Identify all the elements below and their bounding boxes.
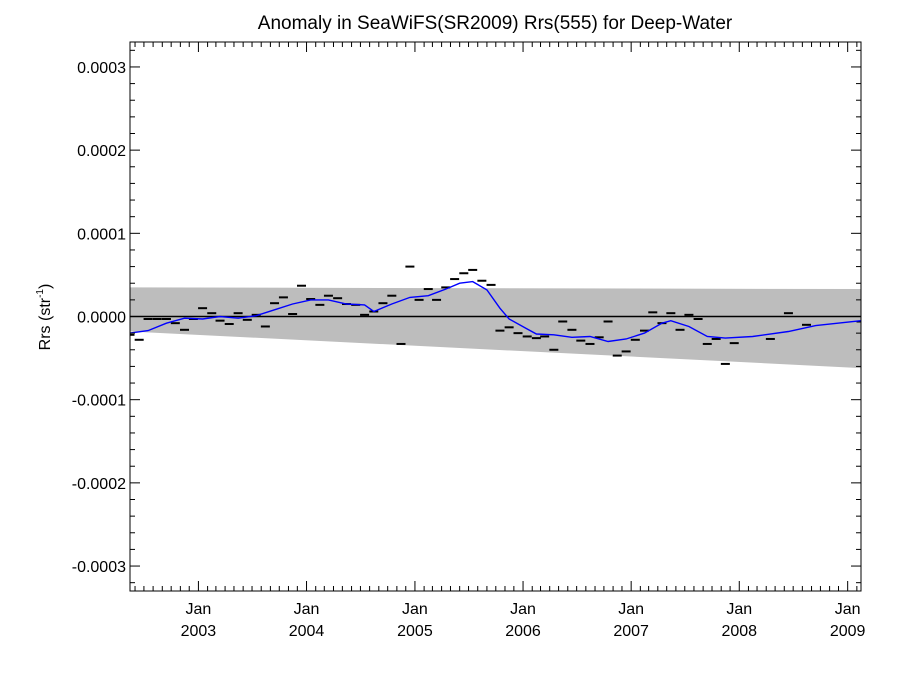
y-tick-label: -0.0001: [72, 393, 126, 410]
x-tick-label-month: Jan: [402, 601, 428, 618]
x-tick-label-year: 2003: [181, 623, 217, 640]
x-tick-label-year: 2006: [505, 623, 541, 640]
x-tick-label-month: Jan: [510, 601, 536, 618]
monthly-anomaly-layer: [130, 265, 861, 365]
x-axis-ticks: Jan 2003 Jan 2004 Jan 2005 Jan 2006 Jan 2007 Jan 20…: [134, 42, 866, 640]
y-axis-ticks: 0.0003 0.0002 0.0001 0.0000 -0.0001 -0.0002 -0…: [72, 49, 861, 584]
y-tick-label: -0.0003: [72, 559, 126, 576]
smoothed-line-layer: [129, 280, 862, 343]
y-tick-label: -0.0002: [72, 476, 126, 493]
x-tick-label-year: 2004: [289, 623, 325, 640]
uncertainty-band: [130, 287, 861, 369]
x-tick-label-year: 2007: [613, 623, 649, 640]
uncertainty-band-layer: [130, 287, 861, 369]
x-tick-label-month: Jan: [618, 601, 644, 618]
y-tick-label: 0.0000: [77, 310, 126, 327]
y-tick-label: 0.0003: [77, 60, 126, 77]
y-axis-label-main: Rrs (str: [37, 297, 54, 350]
x-tick-label-month: Jan: [835, 601, 861, 618]
y-tick-label: 0.0002: [77, 143, 126, 160]
x-tick-label-year: 2008: [721, 623, 757, 640]
smoothed-line: [129, 280, 862, 343]
x-tick-label-year: 2009: [830, 623, 866, 640]
y-tick-label: 0.0001: [77, 226, 126, 243]
y-axis-label-superscript: -1: [35, 289, 46, 298]
x-tick-label-month: Jan: [726, 601, 752, 618]
y-axis-label: Rrs (str-1): [35, 284, 54, 351]
x-tick-label-month: Jan: [294, 601, 320, 618]
x-tick-label-month: Jan: [186, 601, 212, 618]
chart-title: Anomaly in SeaWiFS(SR2009) Rrs(555) for …: [258, 13, 733, 34]
y-axis-label-close: ): [37, 284, 54, 289]
x-tick-label-year: 2005: [397, 623, 433, 640]
